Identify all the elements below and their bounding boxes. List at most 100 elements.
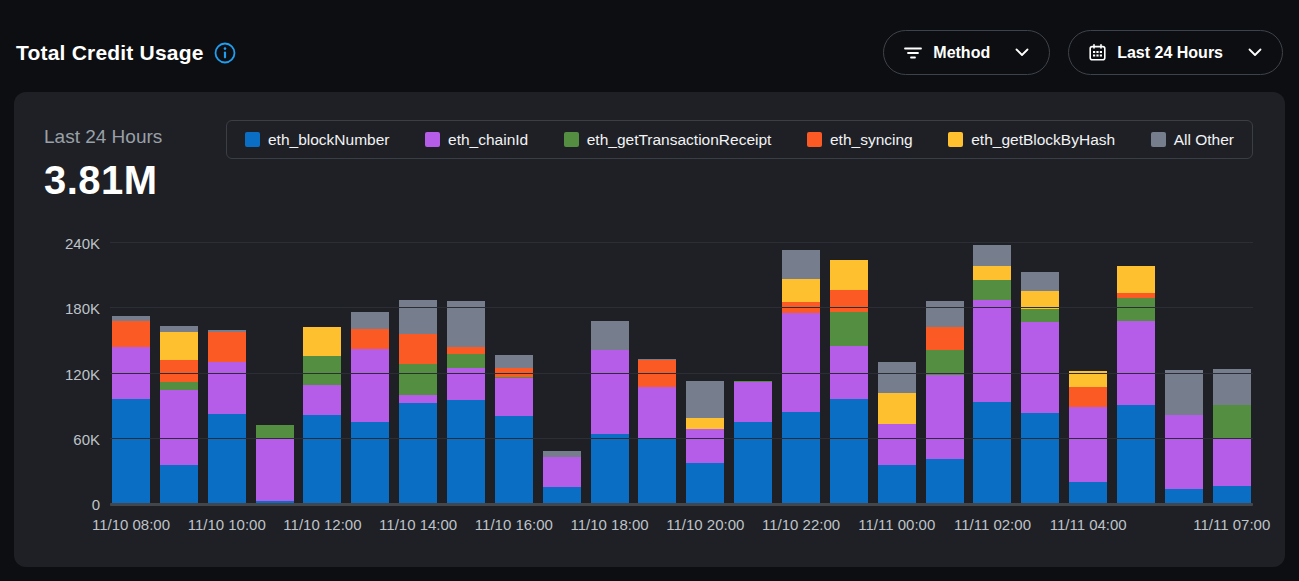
bar-segment-eth_blockNumber [351,422,389,504]
legend-label: eth_getBlockByHash [971,131,1115,149]
y-axis-tick-label: 60K [73,430,100,447]
bar-11/11 01:00[interactable] [926,301,964,504]
x-slot: 11/11 02:00 [973,516,1011,536]
bar-11/10 16:00[interactable] [495,355,533,504]
bar-11/10 11:00[interactable] [256,425,294,504]
chevron-down-icon [1015,48,1029,57]
filter-icon [904,46,922,60]
x-slot: 11/10 08:00 [112,516,150,536]
usage-summary: Last 24 Hours 3.81M [44,120,196,203]
method-filter-button[interactable]: Method [883,30,1050,75]
bar-11/10 10:00[interactable] [208,330,246,504]
bar-segment-eth_chainId [734,382,772,422]
legend-item-eth_getTransactionReceipt[interactable]: eth_getTransactionReceipt [564,131,772,149]
bar-11/10 12:00[interactable] [303,327,341,504]
legend-swatch [948,132,963,147]
legend-label: eth_chainId [448,131,528,149]
bar-11/10 23:00[interactable] [830,260,868,504]
bar-segment-eth_chainId [1069,407,1107,482]
bar-segment-eth_getTransactionReceipt [830,312,868,347]
legend-item-eth_syncing[interactable]: eth_syncing [807,131,913,149]
legend-swatch [564,132,579,147]
legend-item-All Other[interactable]: All Other [1151,131,1234,149]
bar-segment-eth_blockNumber [543,487,581,504]
bars-row [110,243,1253,504]
bar-segment-All Other [926,301,964,327]
chart-legend: eth_blockNumber eth_chainId eth_getTransac… [226,120,1253,159]
bar-11/10 15:00[interactable] [447,301,485,504]
x-axis-tick-label: 11/10 18:00 [571,516,649,533]
bar-segment-eth_getBlockByHash [830,260,868,289]
calendar-icon [1089,44,1106,61]
bar-11/10 13:00[interactable] [351,312,389,504]
legend-item-eth_chainId[interactable]: eth_chainId [425,131,528,149]
legend-label: All Other [1174,131,1234,149]
gridline [110,438,1253,439]
x-axis-tick-label: 11/11 07:00 [1193,516,1270,533]
bar-segment-eth_blockNumber [878,465,916,504]
x-axis-line [110,503,1253,506]
y-axis-tick-label: 240K [65,235,100,252]
bar-segment-All Other [686,381,724,418]
legend-item-eth_getBlockByHash[interactable]: eth_getBlockByHash [948,131,1115,149]
bar-segment-eth_getBlockByHash [686,418,724,429]
x-slot: 11/11 00:00 [878,516,916,536]
info-circle-icon[interactable] [214,42,236,64]
bar-segment-eth_chainId [1213,439,1251,486]
bar-11/10 21:00[interactable] [734,381,772,504]
bar-segment-eth_getTransactionReceipt [256,425,294,439]
y-axis: 060K120K180K240K [44,243,110,504]
bar-segment-eth_chainId [1165,415,1203,489]
time-range-button[interactable]: Last 24 Hours [1068,30,1283,75]
stacked-bar-chart: 060K120K180K240K 11/10 08:0011/10 10:001… [44,243,1253,536]
bar-segment-All Other [399,300,437,335]
bar-segment-eth_syncing [830,290,868,312]
bar-11/10 17:00[interactable] [543,451,581,504]
legend-swatch [425,132,440,147]
bar-11/10 22:00[interactable] [782,250,820,504]
bar-segment-eth_syncing [208,332,246,361]
bar-segment-eth_blockNumber [303,415,341,504]
bar-11/11 07:00[interactable] [1213,369,1251,504]
bar-11/11 00:00[interactable] [878,362,916,504]
bar-segment-eth_syncing [1069,387,1107,408]
x-slot: 11/10 16:00 [495,516,533,536]
gridline [110,373,1253,374]
bar-11/11 05:00[interactable] [1117,266,1155,504]
bar-11/10 08:00[interactable] [112,316,150,504]
legend-swatch [245,132,260,147]
page-title: Total Credit Usage [16,41,204,65]
x-slot: 11/10 14:00 [399,516,437,536]
bar-11/10 20:00[interactable] [686,381,724,504]
bar-segment-eth_syncing [638,360,676,386]
bar-segment-All Other [782,250,820,279]
bar-segment-All Other [591,321,629,349]
legend-label: eth_blockNumber [268,131,389,149]
bar-11/10 09:00[interactable] [160,326,198,504]
bar-11/10 18:00[interactable] [591,321,629,504]
x-slot: 11/10 12:00 [303,516,341,536]
bar-segment-eth_chainId [782,313,820,412]
bar-segment-eth_blockNumber [973,402,1011,504]
bar-segment-eth_blockNumber [1165,489,1203,504]
plot-area [110,243,1253,504]
bar-segment-eth_chainId [256,439,294,501]
bar-segment-eth_chainId [303,385,341,414]
bar-segment-eth_chainId [591,350,629,435]
legend-item-eth_blockNumber[interactable]: eth_blockNumber [245,131,389,149]
bar-segment-eth_chainId [638,387,676,439]
bar-segment-eth_blockNumber [447,400,485,504]
bar-11/11 02:00[interactable] [973,245,1011,504]
x-slot: 11/10 22:00 [782,516,820,536]
bar-segment-eth_blockNumber [1213,486,1251,504]
summary-range-label: Last 24 Hours [44,126,196,148]
bar-segment-eth_syncing [926,327,964,350]
bar-segment-eth_getTransactionReceipt [160,382,198,390]
bar-segment-All Other [973,245,1011,266]
bar-segment-eth_blockNumber [638,439,676,504]
bar-segment-eth_blockNumber [591,434,629,504]
legend-label: eth_getTransactionReceipt [587,131,772,149]
bar-11/10 14:00[interactable] [399,300,437,504]
bar-11/10 19:00[interactable] [638,359,676,504]
x-slot: 11/11 07:00 [1213,516,1251,536]
